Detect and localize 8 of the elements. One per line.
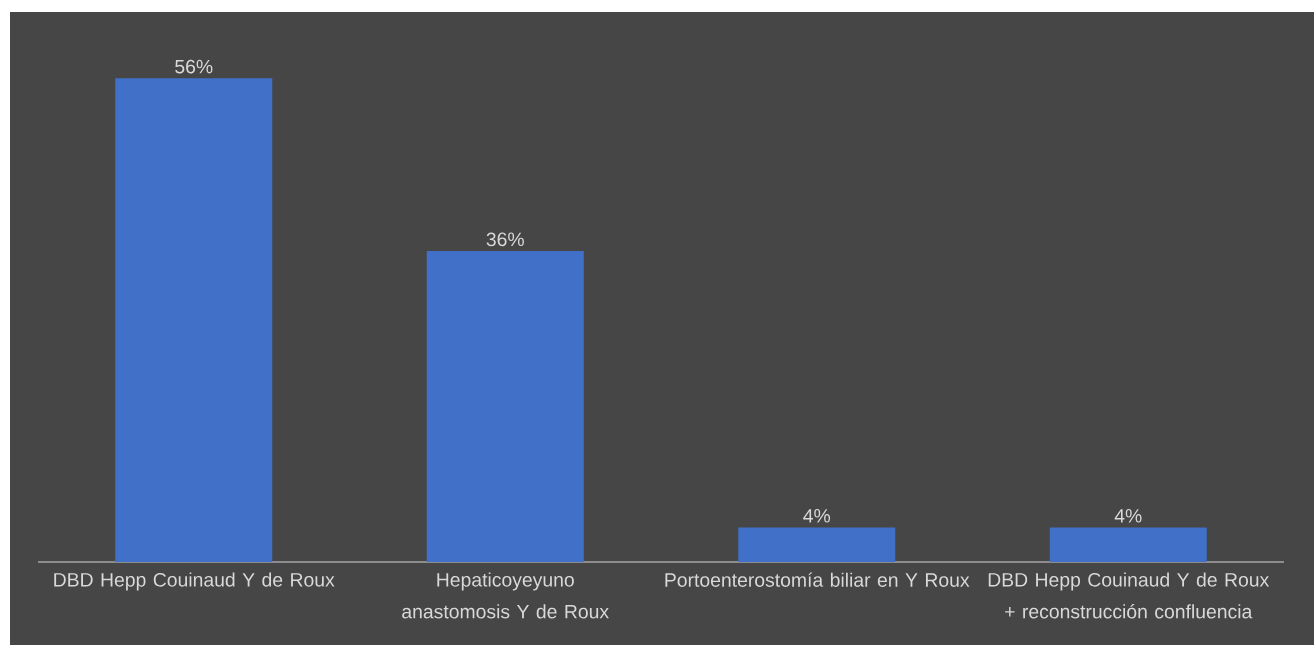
x-tick-label: Portoenterostomía biliar en Y Roux — [665, 572, 970, 587]
data-label: 36% — [486, 232, 524, 247]
x-tick-label: Hepaticoyeyuno anastomosis Y de Roux — [402, 572, 609, 619]
data-label: 4% — [803, 509, 831, 523]
data-label: 4% — [1114, 509, 1142, 523]
x-tick-label: DBD Hepp Couinaud Y de Roux — [54, 572, 335, 591]
data-label: 56% — [175, 59, 213, 74]
x-tick-label: DBD Hepp Couinaud Y de Roux + reconstrucción confluencia — [988, 572, 1270, 619]
